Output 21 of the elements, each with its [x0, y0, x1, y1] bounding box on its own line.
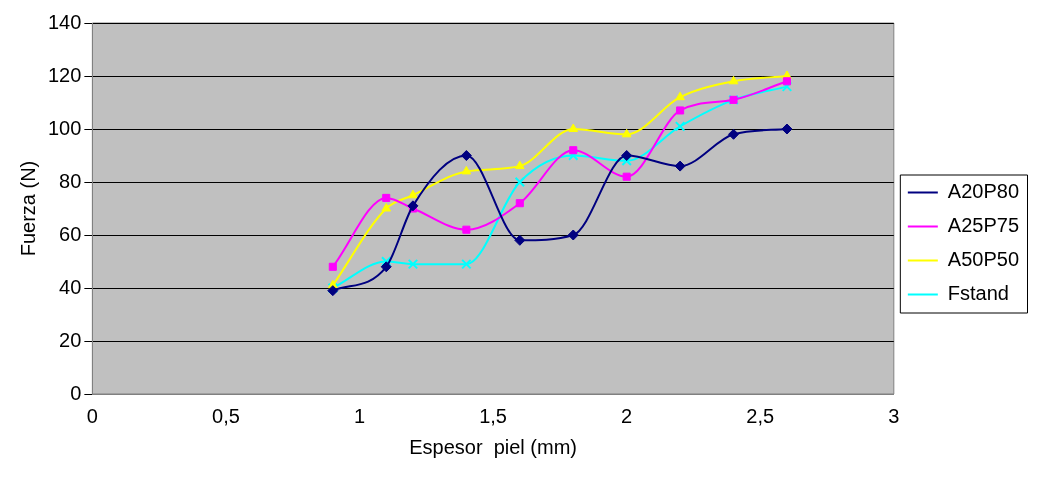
x-tick-label: 0 — [86, 404, 98, 427]
y-tick-label: 0 — [70, 381, 82, 404]
legend-label: A20P80 — [947, 180, 1019, 203]
y-tick-label: 60 — [59, 222, 82, 245]
x-tick-label: 3 — [888, 404, 900, 427]
x-tick-label: 1,5 — [479, 404, 507, 427]
x-tick-label: 1 — [353, 404, 366, 427]
legend-label: A50P50 — [947, 248, 1019, 271]
legend-label: A25P75 — [947, 214, 1019, 237]
y-tick-label: 140 — [47, 10, 82, 33]
x-tick-label: 2 — [621, 404, 633, 427]
legend-label: Fstand — [947, 282, 1009, 305]
x-axis-title: Espesor piel (mm) — [409, 435, 577, 458]
y-tick-label: 40 — [59, 275, 82, 298]
y-tick-label: 120 — [47, 63, 82, 86]
y-tick-label: 80 — [59, 169, 82, 192]
x-tick-label: 2,5 — [746, 404, 775, 427]
x-tick-label: 0,5 — [212, 404, 240, 427]
y-axis-title: Fuerza (N) — [16, 160, 39, 257]
y-tick-label: 100 — [47, 116, 82, 139]
y-tick-label: 20 — [59, 328, 82, 351]
